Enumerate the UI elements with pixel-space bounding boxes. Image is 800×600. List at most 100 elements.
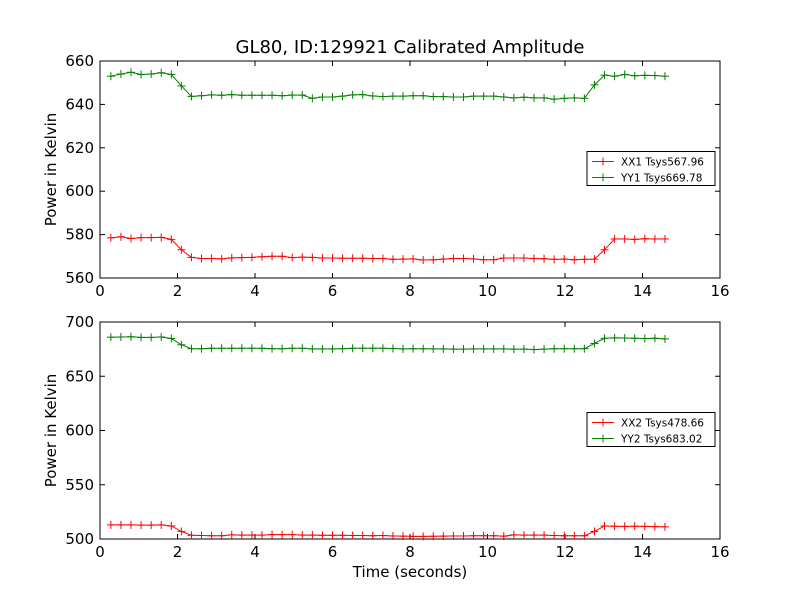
data-point [116,70,125,79]
data-point [237,253,246,262]
data-point [610,522,619,531]
data-point [509,93,518,102]
data-point [298,253,307,262]
data-point [237,344,246,353]
data-point [590,527,599,536]
data-point [298,91,307,100]
data-point [268,252,277,261]
legend-box [586,412,716,447]
data-point [268,91,277,100]
data-point [600,245,609,254]
data-point [640,334,649,343]
data-point [580,255,589,264]
data-point [530,531,538,540]
series-1 [106,232,669,264]
x-tick-label: 14 [633,282,652,300]
data-point [217,254,226,263]
data-point [268,344,277,353]
data-point [348,344,357,353]
data-point [177,81,186,90]
data-point [318,93,327,102]
data-point [257,531,266,540]
data-point [620,522,629,531]
data-point [137,521,146,530]
data-point [650,71,659,80]
data-point [167,235,176,244]
data-point [509,530,518,539]
legend-label: XX1 Tsys567.96 [621,157,704,169]
data-point [338,254,347,263]
data-point [449,531,458,540]
data-point [147,70,156,79]
data-point [127,332,135,341]
data-point [499,344,508,353]
data-point [439,255,448,264]
y-tick-label: 620 [65,139,94,157]
data-point [328,531,337,540]
x-tick-label: 6 [328,282,338,300]
x-tick-label: 10 [478,282,497,300]
x-tick-label: 4 [250,543,260,561]
data-point [127,68,135,77]
data-point [318,344,327,353]
data-point [419,532,428,541]
data-point [197,531,206,540]
data-point [640,522,649,531]
y-tick-label: 580 [65,226,94,244]
data-point [227,90,236,99]
data-point [550,531,559,540]
data-point [378,344,387,353]
data-point [197,254,206,263]
data-point [590,255,599,264]
legend-label: XX2 Tsys478.66 [621,418,704,430]
data-point [530,345,538,354]
legend-box [586,151,716,186]
y-axis-label: Power in Kelvin [42,374,60,488]
data-point [308,344,317,353]
data-point [157,233,166,242]
data-point [610,234,619,243]
data-point [388,531,397,540]
series-2 [106,68,669,104]
data-point [469,344,478,353]
data-point [519,254,528,263]
data-point [489,531,498,540]
subplot-2: 0 2 4 6 8 10 12 14 16 500 550 600 650 700 Power in Kel… [42,313,730,581]
data-point [540,531,549,540]
data-point [469,254,478,263]
data-point [197,91,206,100]
data-point [177,527,186,536]
data-point [499,254,508,263]
data-point [106,333,115,342]
x-tick-label: 2 [173,543,183,561]
legend-label: YY2 Tsys683.02 [620,434,702,446]
data-point [650,522,659,531]
data-point [660,522,669,531]
data-point [298,531,307,540]
data-point [580,344,589,353]
data-point [137,333,146,342]
data-point [650,234,659,243]
data-point [318,531,327,540]
data-point [157,68,166,77]
data-point [630,235,639,244]
legend-item-1: XX1 Tsys567.96 [592,157,704,169]
data-point [489,344,498,353]
data-point [378,92,387,101]
data-point [580,531,589,540]
data-point [106,520,115,529]
data-point [630,522,639,531]
data-point [358,90,367,99]
data-point [348,254,357,263]
data-point [147,333,156,342]
data-point [550,255,559,264]
data-point [560,255,569,264]
data-point [459,345,468,354]
y-tick-label: 550 [65,476,94,494]
data-point [177,245,186,254]
data-point [268,530,277,539]
y-axis-label: Power in Kelvin [42,113,60,227]
data-point [550,95,559,104]
x-axis-label: Time (seconds) [352,563,468,581]
